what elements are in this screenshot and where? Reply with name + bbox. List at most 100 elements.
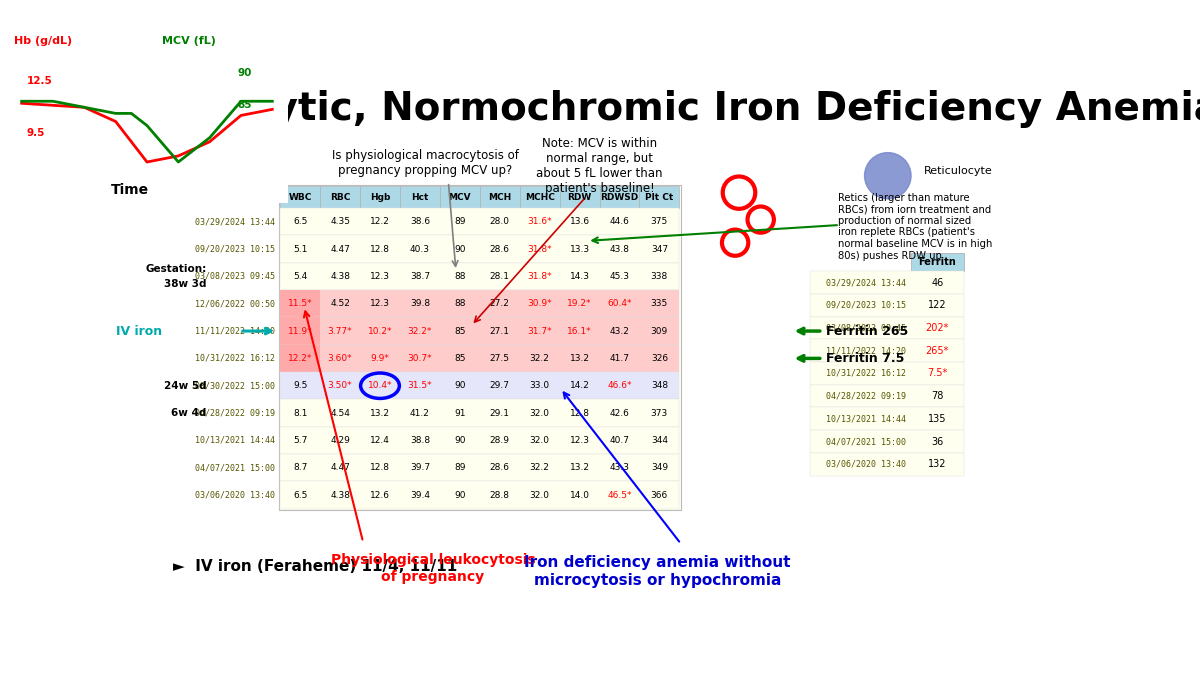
Text: 38.6: 38.6 [410,217,430,226]
Text: 85: 85 [454,327,466,335]
Text: MCV (fL): MCV (fL) [162,36,216,46]
Text: 43.3: 43.3 [610,463,630,472]
FancyBboxPatch shape [600,186,640,208]
Text: 375: 375 [650,217,668,226]
FancyBboxPatch shape [278,185,680,510]
Text: MCH: MCH [488,193,511,202]
Text: 12.8: 12.8 [370,244,390,254]
Text: 12.8: 12.8 [370,463,390,472]
FancyBboxPatch shape [810,362,964,385]
FancyBboxPatch shape [810,385,964,408]
Text: 38.7: 38.7 [410,272,430,281]
FancyBboxPatch shape [810,271,964,294]
Text: 12.5: 12.5 [26,76,52,86]
Text: 366: 366 [650,491,668,500]
Text: 46: 46 [931,277,943,288]
FancyBboxPatch shape [281,186,320,208]
Text: 13.2: 13.2 [370,408,390,418]
Text: 338: 338 [650,272,668,281]
Text: 36: 36 [931,437,943,447]
Text: 12.2: 12.2 [370,217,390,226]
Text: 46.5*: 46.5* [607,491,631,500]
Text: 90: 90 [454,436,466,445]
FancyBboxPatch shape [810,317,964,340]
FancyBboxPatch shape [281,427,679,454]
Text: 202*: 202* [925,323,949,333]
Text: 03/06/2020 13:40: 03/06/2020 13:40 [194,491,275,500]
Text: 24w 5d: 24w 5d [164,381,206,391]
Text: IV iron: IV iron [116,325,162,338]
Text: 04/07/2021 15:00: 04/07/2021 15:00 [194,463,275,472]
Text: RBC: RBC [330,193,350,202]
Text: 14.0: 14.0 [570,491,589,500]
Text: 40.3: 40.3 [410,244,430,254]
Text: Hgb: Hgb [370,193,390,202]
Text: 4.47: 4.47 [330,463,350,472]
Text: 32.2: 32.2 [529,354,550,363]
Text: 5.7: 5.7 [293,436,307,445]
Text: 12.3: 12.3 [570,436,589,445]
Text: 13.3: 13.3 [570,244,589,254]
Text: 135: 135 [928,414,947,424]
Text: 28.1: 28.1 [490,272,510,281]
FancyBboxPatch shape [480,186,520,208]
Text: 27.2: 27.2 [490,299,510,308]
Text: 32.0: 32.0 [529,408,550,418]
FancyBboxPatch shape [281,208,679,236]
Text: 12.3: 12.3 [370,272,390,281]
Text: 348: 348 [650,381,668,390]
Text: Note: MCV is within
normal range, but
about 5 fL lower than
patient's baseline!: Note: MCV is within normal range, but ab… [536,137,662,194]
Text: 12.3: 12.3 [370,299,390,308]
Text: Normocytic, Normochromic Iron Deficiency Anemia: Normocytic, Normochromic Iron Deficiency… [103,90,1200,128]
FancyBboxPatch shape [281,317,679,345]
Text: 373: 373 [650,408,668,418]
Text: 3.60*: 3.60* [328,354,353,363]
FancyBboxPatch shape [640,186,679,208]
FancyBboxPatch shape [810,408,964,430]
Text: Is physiological macrocytosis of
pregnancy propping MCV up?: Is physiological macrocytosis of pregnan… [331,149,518,178]
FancyBboxPatch shape [281,400,679,427]
Text: 4.38: 4.38 [330,491,350,500]
Text: 29.7: 29.7 [490,381,510,390]
Text: Time: Time [110,183,149,196]
Text: 29.1: 29.1 [490,408,510,418]
Text: 265*: 265* [925,346,949,356]
Text: 09/20/2023 10:15: 09/20/2023 10:15 [194,244,275,254]
Text: 132: 132 [928,459,947,469]
Text: 4.47: 4.47 [330,244,350,254]
Text: 8.1: 8.1 [293,408,307,418]
Text: 45.3: 45.3 [610,272,630,281]
Text: RDW: RDW [568,193,592,202]
Text: 04/28/2022 09:19: 04/28/2022 09:19 [827,392,906,401]
Text: Gestation:: Gestation: [145,265,206,275]
Text: 31.7*: 31.7* [527,327,552,335]
Text: 44.6: 44.6 [610,217,629,226]
FancyBboxPatch shape [360,186,400,208]
Text: 28.9: 28.9 [490,436,510,445]
FancyBboxPatch shape [281,290,320,317]
Text: 14.2: 14.2 [570,381,589,390]
Text: 89: 89 [454,463,466,472]
Text: 43.8: 43.8 [610,244,630,254]
Text: 10/31/2022 16:12: 10/31/2022 16:12 [827,369,906,378]
Text: 31.6*: 31.6* [527,217,552,226]
FancyBboxPatch shape [281,290,679,317]
Text: 30.7*: 30.7* [408,354,432,363]
FancyBboxPatch shape [911,252,964,271]
Text: 9.5: 9.5 [293,381,307,390]
Text: 78: 78 [931,391,943,401]
Text: RDWSD: RDWSD [600,193,638,202]
Text: 04/28/2022 09:19: 04/28/2022 09:19 [194,408,275,418]
Text: 39.4: 39.4 [410,491,430,500]
Text: 89: 89 [454,217,466,226]
Text: 10.4*: 10.4* [367,381,392,390]
Text: 8.7: 8.7 [293,463,307,472]
Text: Iron deficiency anemia without
microcytosis or hypochromia: Iron deficiency anemia without microcyto… [524,556,791,588]
FancyBboxPatch shape [281,454,679,481]
Text: 04/07/2021 15:00: 04/07/2021 15:00 [827,437,906,446]
Text: 32.2: 32.2 [529,463,550,472]
Text: Ferritn: Ferritn [918,257,956,267]
Text: 9.9*: 9.9* [371,354,390,363]
FancyBboxPatch shape [810,453,964,476]
Text: 13.2: 13.2 [570,354,589,363]
